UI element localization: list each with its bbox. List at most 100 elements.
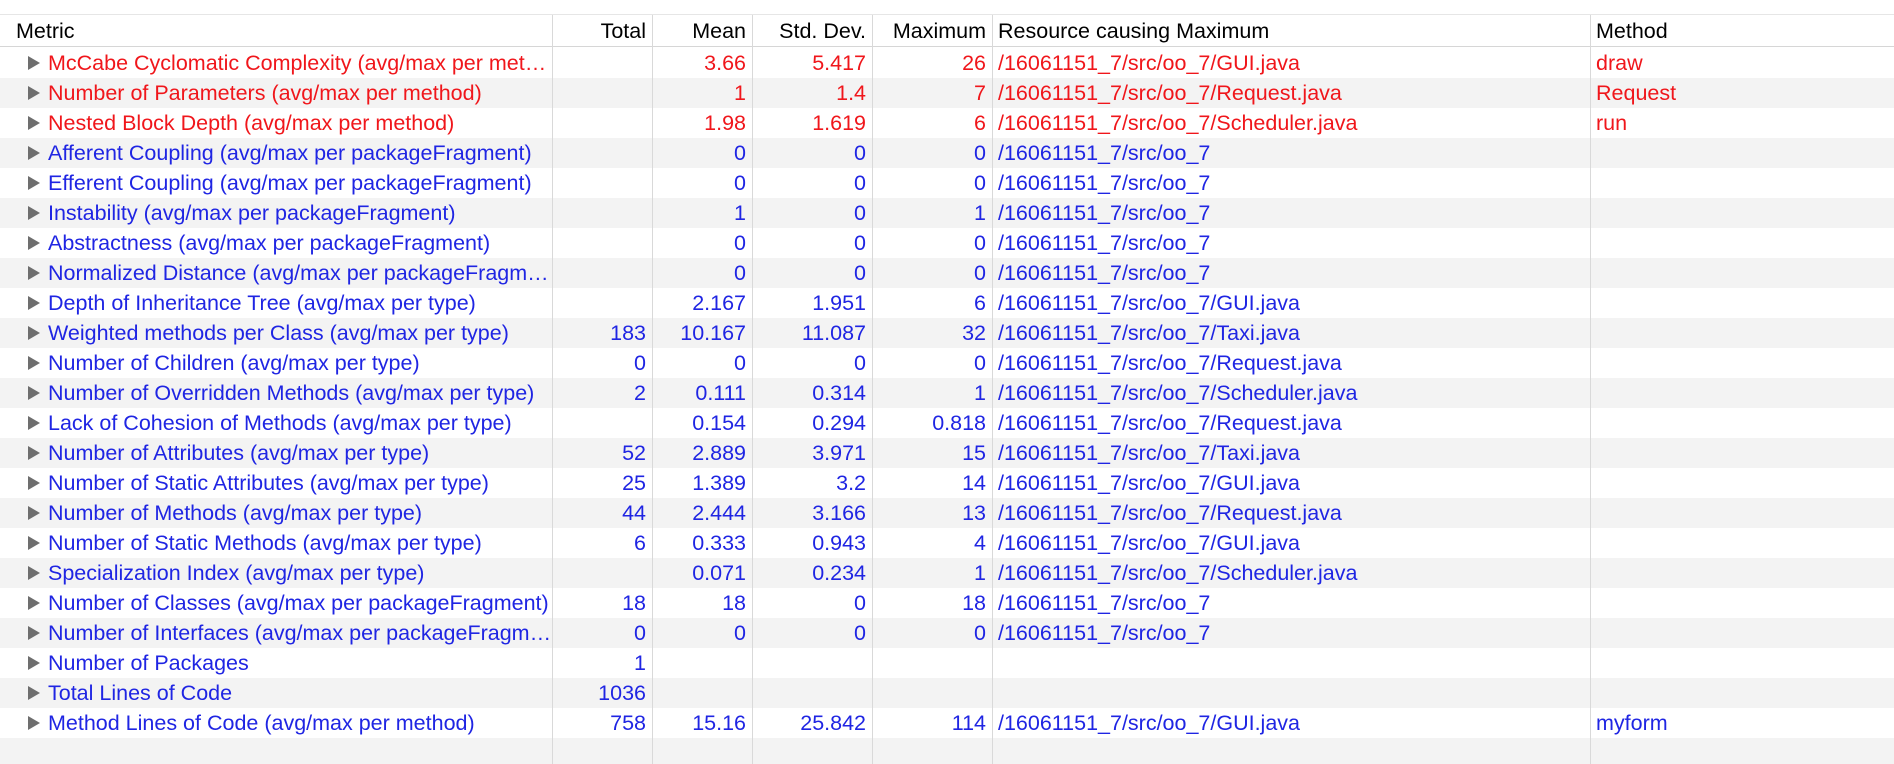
column-divider[interactable] bbox=[1590, 15, 1591, 764]
table-row[interactable]: Nested Block Depth (avg/max per method) 1… bbox=[0, 108, 1894, 138]
resource-cell: /16061151_7/src/oo_7/Scheduler.java bbox=[998, 381, 1358, 405]
table-row[interactable]: Number of Parameters (avg/max per method… bbox=[0, 78, 1894, 108]
mean-cell: 18 bbox=[722, 591, 746, 615]
disclosure-triangle-icon[interactable] bbox=[28, 566, 40, 580]
table-row[interactable]: Method Lines of Code (avg/max per method… bbox=[0, 708, 1894, 738]
column-header-method[interactable]: Method bbox=[1596, 19, 1668, 43]
maximum-cell: 1 bbox=[974, 381, 986, 405]
column-divider[interactable] bbox=[652, 15, 653, 764]
disclosure-triangle-icon[interactable] bbox=[28, 596, 40, 610]
column-divider[interactable] bbox=[752, 15, 753, 764]
std-dev-cell: 11.087 bbox=[801, 321, 866, 345]
disclosure-triangle-icon[interactable] bbox=[28, 416, 40, 430]
disclosure-triangle-icon[interactable] bbox=[28, 356, 40, 370]
resource-cell: /16061151_7/src/oo_7/Taxi.java bbox=[998, 441, 1301, 465]
table-row[interactable]: Normalized Distance (avg/max per package… bbox=[0, 258, 1894, 288]
disclosure-triangle-icon[interactable] bbox=[28, 626, 40, 640]
maximum-cell: 0 bbox=[974, 351, 986, 375]
table-row[interactable]: Efferent Coupling (avg/max per packageFr… bbox=[0, 168, 1894, 198]
table-row[interactable]: Afferent Coupling (avg/max per packageFr… bbox=[0, 138, 1894, 168]
column-header-metric[interactable]: Metric bbox=[16, 19, 75, 43]
mean-cell: 1 bbox=[734, 81, 746, 105]
mean-cell: 1 bbox=[734, 201, 746, 225]
disclosure-triangle-icon[interactable] bbox=[28, 236, 40, 250]
table-row[interactable]: Number of Static Methods (avg/max per ty… bbox=[0, 528, 1894, 558]
total-cell: 1036 bbox=[598, 681, 646, 705]
std-dev-cell: 3.166 bbox=[812, 501, 866, 525]
table-row[interactable]: Lack of Cohesion of Methods (avg/max per… bbox=[0, 408, 1894, 438]
std-dev-cell: 0 bbox=[854, 231, 866, 255]
disclosure-triangle-icon[interactable] bbox=[28, 206, 40, 220]
column-divider[interactable] bbox=[992, 15, 993, 764]
resource-cell: /16061151_7/src/oo_7/Request.java bbox=[998, 411, 1342, 435]
table-row[interactable]: Abstractness (avg/max per packageFragmen… bbox=[0, 228, 1894, 258]
total-cell bbox=[552, 48, 652, 78]
resource-cell: /16061151_7/src/oo_7 bbox=[998, 621, 1211, 645]
table-row[interactable]: Number of Static Attributes (avg/max per… bbox=[0, 468, 1894, 498]
method-cell: Request bbox=[1596, 81, 1677, 105]
mean-cell: 2.889 bbox=[692, 441, 746, 465]
metric-cell: Number of Overridden Methods (avg/max pe… bbox=[48, 381, 535, 405]
disclosure-triangle-icon[interactable] bbox=[28, 386, 40, 400]
table-row[interactable]: Number of Classes (avg/max per packageFr… bbox=[0, 588, 1894, 618]
column-divider[interactable] bbox=[552, 15, 553, 764]
metric-cell: Depth of Inheritance Tree (avg/max per t… bbox=[48, 291, 476, 315]
std-dev-cell: 0 bbox=[854, 201, 866, 225]
table-row[interactable]: Instability (avg/max per packageFragment… bbox=[0, 198, 1894, 228]
metric-cell: Number of Attributes (avg/max per type) bbox=[48, 441, 430, 465]
mean-cell: 0.333 bbox=[692, 531, 746, 555]
metric-cell: Weighted methods per Class (avg/max per … bbox=[48, 321, 509, 345]
table-row[interactable]: Total Lines of Code 1036 bbox=[0, 678, 1894, 708]
table-row[interactable]: Number of Interfaces (avg/max per packag… bbox=[0, 618, 1894, 648]
table-row[interactable]: Number of Attributes (avg/max per type) 5… bbox=[0, 438, 1894, 468]
disclosure-triangle-icon[interactable] bbox=[28, 536, 40, 550]
disclosure-triangle-icon[interactable] bbox=[28, 326, 40, 340]
mean-cell: 15.16 bbox=[692, 711, 746, 735]
std-dev-cell: 0.943 bbox=[812, 531, 866, 555]
column-header-resource[interactable]: Resource causing Maximum bbox=[998, 19, 1270, 43]
disclosure-triangle-icon[interactable] bbox=[28, 56, 40, 70]
column-header-total[interactable]: Total bbox=[600, 19, 646, 43]
method-cell: draw bbox=[1596, 51, 1643, 75]
total-cell bbox=[552, 288, 652, 318]
disclosure-triangle-icon[interactable] bbox=[28, 716, 40, 730]
disclosure-triangle-icon[interactable] bbox=[28, 656, 40, 670]
total-cell: 0 bbox=[634, 621, 646, 645]
disclosure-triangle-icon[interactable] bbox=[28, 266, 40, 280]
column-header-std-dev[interactable]: Std. Dev. bbox=[779, 19, 866, 43]
disclosure-triangle-icon[interactable] bbox=[28, 476, 40, 490]
table-row[interactable]: McCabe Cyclomatic Complexity (avg/max pe… bbox=[0, 48, 1894, 78]
disclosure-triangle-icon[interactable] bbox=[28, 686, 40, 700]
disclosure-triangle-icon[interactable] bbox=[28, 296, 40, 310]
total-cell bbox=[552, 258, 652, 288]
resource-cell: /16061151_7/src/oo_7 bbox=[998, 171, 1211, 195]
method-cell bbox=[1590, 678, 1894, 708]
table-row[interactable]: Weighted methods per Class (avg/max per … bbox=[0, 318, 1894, 348]
table-row[interactable]: Number of Overridden Methods (avg/max pe… bbox=[0, 378, 1894, 408]
method-cell bbox=[1590, 168, 1894, 198]
disclosure-triangle-icon[interactable] bbox=[28, 86, 40, 100]
method-cell bbox=[1590, 318, 1894, 348]
disclosure-triangle-icon[interactable] bbox=[28, 116, 40, 130]
table-row[interactable]: Number of Methods (avg/max per type) 44 2.… bbox=[0, 498, 1894, 528]
maximum-cell: 0.818 bbox=[932, 411, 986, 435]
table-row[interactable]: Depth of Inheritance Tree (avg/max per t… bbox=[0, 288, 1894, 318]
disclosure-triangle-icon[interactable] bbox=[28, 176, 40, 190]
column-header-mean[interactable]: Mean bbox=[692, 19, 746, 43]
table-row[interactable]: Number of Packages 1 bbox=[0, 648, 1894, 678]
std-dev-cell: 0 bbox=[854, 351, 866, 375]
maximum-cell: 1 bbox=[974, 561, 986, 585]
table-row[interactable]: Number of Children (avg/max per type) 0 0 0… bbox=[0, 348, 1894, 378]
resource-cell: /16061151_7/src/oo_7/GUI.java bbox=[998, 711, 1300, 735]
disclosure-triangle-icon[interactable] bbox=[28, 506, 40, 520]
column-header-maximum[interactable]: Maximum bbox=[892, 19, 986, 43]
column-divider[interactable] bbox=[872, 15, 873, 764]
method-cell bbox=[1590, 438, 1894, 468]
disclosure-triangle-icon[interactable] bbox=[28, 446, 40, 460]
table-row[interactable]: Specialization Index (avg/max per type) 0… bbox=[0, 558, 1894, 588]
resource-cell: /16061151_7/src/oo_7 bbox=[998, 141, 1211, 165]
maximum-cell: 6 bbox=[974, 291, 986, 315]
resource-cell: /16061151_7/src/oo_7/Request.java bbox=[998, 501, 1342, 525]
resource-cell: /16061151_7/src/oo_7/GUI.java bbox=[998, 291, 1300, 315]
disclosure-triangle-icon[interactable] bbox=[28, 146, 40, 160]
